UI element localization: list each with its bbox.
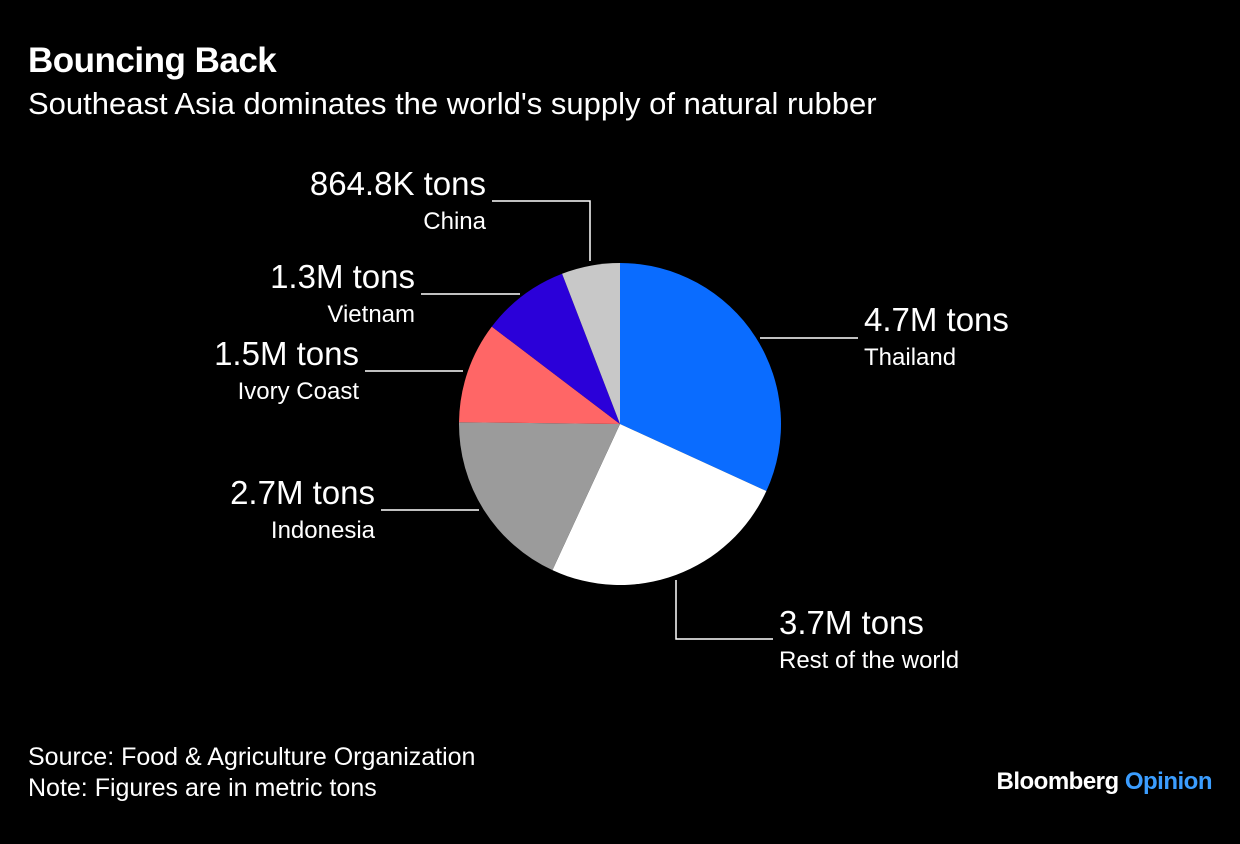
source-note: Source: Food & Agriculture Organization xyxy=(28,743,476,771)
name-label-ivory-coast: Ivory Coast xyxy=(238,378,360,405)
chart-title: Bouncing Back xyxy=(28,41,277,80)
pie-slice-rest-of-the-world xyxy=(552,424,767,585)
units-note: Note: Figures are in metric tons xyxy=(28,774,377,802)
logo-section: Opinion xyxy=(1124,768,1213,795)
name-label-indonesia: Indonesia xyxy=(271,517,376,544)
chart-subtitle: Southeast Asia dominates the world's sup… xyxy=(28,86,877,121)
bloomberg-opinion-logo: Bloomberg Opinion xyxy=(997,768,1213,796)
leader-line-china xyxy=(492,200,591,261)
logo-brand: Bloomberg xyxy=(996,768,1120,795)
name-label-rest-of-the-world: Rest of the world xyxy=(779,647,959,674)
leader-lines xyxy=(365,200,858,640)
pie-slice-ivory-coast xyxy=(459,326,620,424)
pie-slices xyxy=(458,263,781,585)
value-label-rest-of-the-world: 3.7M tons xyxy=(779,604,924,641)
name-label-thailand: Thailand xyxy=(864,344,956,371)
value-label-vietnam: 1.3M tons xyxy=(270,258,415,295)
pie-slice-vietnam xyxy=(491,273,620,424)
value-label-ivory-coast: 1.5M tons xyxy=(214,335,359,372)
pie-slice-indonesia xyxy=(458,422,620,571)
name-label-china: China xyxy=(423,208,486,235)
slice-labels: 4.7M tons Thailand 3.7M tons Rest of the wo… xyxy=(214,165,1009,674)
pie-slice-thailand xyxy=(620,263,781,492)
name-label-vietnam: Vietnam xyxy=(327,301,415,328)
value-label-china: 864.8K tons xyxy=(310,165,486,202)
leader-line-rest-of-the-world xyxy=(675,580,773,640)
value-label-indonesia: 2.7M tons xyxy=(230,474,375,511)
pie-slice-china xyxy=(562,263,620,424)
value-label-thailand: 4.7M tons xyxy=(864,301,1009,338)
